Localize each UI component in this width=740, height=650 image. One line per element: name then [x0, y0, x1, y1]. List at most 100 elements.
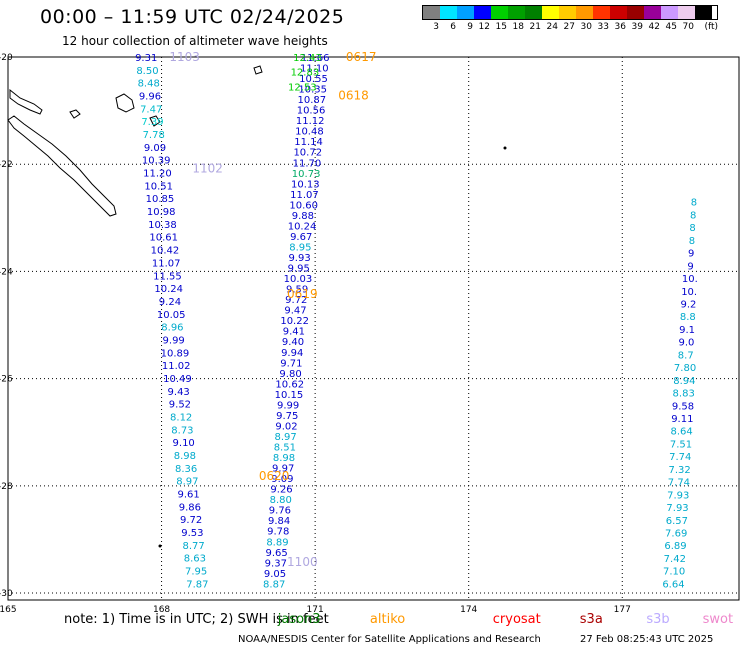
wave-height-value: 8.94 — [673, 376, 695, 387]
wave-height-value: 9.09 — [271, 474, 293, 485]
wave-height-value: 7.80 — [674, 363, 696, 374]
wave-height-value: 8 — [689, 236, 695, 247]
wave-height-value: 9.97 — [272, 464, 294, 475]
wave-height-value: 11.66 — [301, 53, 330, 64]
wave-height-value: 10. — [681, 287, 697, 298]
wave-height-value: 7.74 — [669, 452, 691, 463]
wave-height-value: 8 — [691, 198, 697, 209]
wave-height-value: 11.14 — [294, 137, 323, 148]
wave-height-value: 8.97 — [275, 432, 297, 443]
generated-timestamp: 27 Feb 08:25:43 UTC 2025 — [580, 634, 714, 645]
wave-height-value: 7.95 — [185, 567, 207, 578]
wave-height-value: 10.98 — [147, 207, 176, 218]
pass-time-label: 0617 — [346, 50, 377, 64]
wave-height-value: 10.51 — [144, 181, 173, 192]
wave-height-value: 9.1 — [679, 325, 695, 336]
coastline-island — [9, 88, 43, 115]
wave-height-value: 10.85 — [146, 194, 175, 205]
wave-height-value: 7.47 — [140, 104, 162, 115]
lat-tick-label: -28 — [0, 482, 13, 492]
wave-height-value: 11.12 — [296, 116, 325, 127]
scale-tick-label: 27 — [563, 22, 575, 32]
scale-swatch — [678, 6, 695, 19]
wave-height-value: 8.96 — [161, 323, 183, 334]
wave-height-value: 9.59 — [286, 285, 308, 296]
scale-swatch — [627, 6, 644, 19]
scale-tick-label: 42 — [648, 22, 660, 32]
scale-swatch — [491, 6, 508, 19]
wave-height-value: 10.05 — [157, 310, 186, 321]
wave-height-value: 9.53 — [181, 528, 203, 539]
wave-height-value: 9.11 — [671, 414, 693, 425]
credit-line: NOAA/NESDIS Center for Satellite Applica… — [238, 634, 541, 645]
wave-height-value: 9.96 — [139, 92, 161, 103]
wave-height-value: 7.39 — [141, 117, 163, 128]
scale-swatch — [440, 6, 457, 19]
wave-height-value: 10.49 — [163, 374, 192, 385]
wave-height-value: 10.24 — [154, 284, 183, 295]
scale-tick-label: 33 — [597, 22, 609, 32]
wave-height-value: 7.10 — [663, 567, 685, 578]
satellite-legend-item: s3b — [646, 612, 670, 627]
wave-height-value: 9.24 — [159, 297, 181, 308]
satellite-legend-item: jason3 — [277, 612, 321, 627]
wave-height-value: 9.31 — [135, 53, 157, 64]
color-scale-ticks: 3 6 9 12 15 18 21 24 27 30 33 36 39 42 45 70 (ft) — [422, 22, 718, 32]
coastline-island — [115, 93, 135, 113]
scale-tick-label: 24 — [546, 22, 558, 32]
wave-height-value: 9.94 — [281, 348, 303, 359]
scale-swatch — [559, 6, 576, 19]
scale-swatch — [695, 6, 712, 19]
wave-height-value: 8.80 — [270, 495, 292, 506]
lat-tick-label: -26 — [0, 375, 13, 385]
coastline-islet — [503, 146, 507, 150]
wave-height-value: 9.43 — [168, 387, 190, 398]
wave-height-value: 9.93 — [288, 253, 310, 264]
wave-height-value: 8.48 — [138, 79, 160, 90]
wave-height-value: 10.13 — [291, 179, 320, 190]
coastline-island — [149, 115, 161, 127]
wave-height-value: 11.55 — [153, 271, 182, 282]
wave-height-value: 10.42 — [151, 246, 180, 257]
wave-height-value: 10.89 — [161, 348, 190, 359]
wave-height-value: 9.52 — [169, 400, 191, 411]
wave-height-value: 7.78 — [143, 130, 165, 141]
wave-height-value: 9.86 — [179, 502, 201, 513]
coastline-island — [69, 109, 81, 119]
wave-height-value: 11.20 — [143, 169, 172, 180]
wave-height-value: 10.56 — [297, 106, 326, 117]
wave-height-value: 10.03 — [284, 274, 313, 285]
scale-tick-label: 39 — [631, 22, 643, 32]
wave-height-value: 9.47 — [284, 306, 306, 317]
pass-time-label: 0618 — [338, 89, 369, 103]
wave-height-value: 9.41 — [283, 327, 305, 338]
scale-swatch — [457, 6, 474, 19]
scale-swatch — [423, 6, 440, 19]
wave-height-value: 9.88 — [292, 211, 314, 222]
wave-height-value: 9.80 — [279, 369, 301, 380]
wave-height-value: 9.65 — [266, 548, 288, 559]
scale-swatch — [593, 6, 610, 19]
wave-height-value: 10. — [682, 274, 698, 285]
lon-tick-label: 171 — [307, 605, 324, 615]
wave-height-value: 9.84 — [268, 516, 290, 527]
scale-tick-label: 36 — [614, 22, 626, 32]
wave-height-value: 10.24 — [288, 221, 317, 232]
wave-height-value: 8 — [690, 210, 696, 221]
wave-height-value: 9.40 — [282, 337, 304, 348]
wave-height-value: 8 — [689, 223, 695, 234]
wave-height-value: 10.62 — [275, 379, 304, 390]
lat-tick-label: -22 — [0, 160, 13, 170]
wave-height-value: 9.99 — [277, 400, 299, 411]
scale-tick-label: 70 — [682, 22, 694, 32]
wave-height-value: 8.50 — [136, 66, 158, 77]
lat-tick-label: -24 — [0, 267, 13, 277]
scale-tick-label: 6 — [450, 22, 456, 32]
wave-height-value: 11.10 — [300, 64, 329, 75]
wave-height-value: 7.69 — [665, 528, 687, 539]
wave-height-value: 7.93 — [667, 490, 689, 501]
wave-height-value: 8.89 — [266, 537, 288, 548]
lat-tick-label: -30 — [0, 589, 13, 599]
lat-tick-label: -20 — [0, 53, 13, 63]
wave-height-value: 8.51 — [274, 443, 296, 454]
